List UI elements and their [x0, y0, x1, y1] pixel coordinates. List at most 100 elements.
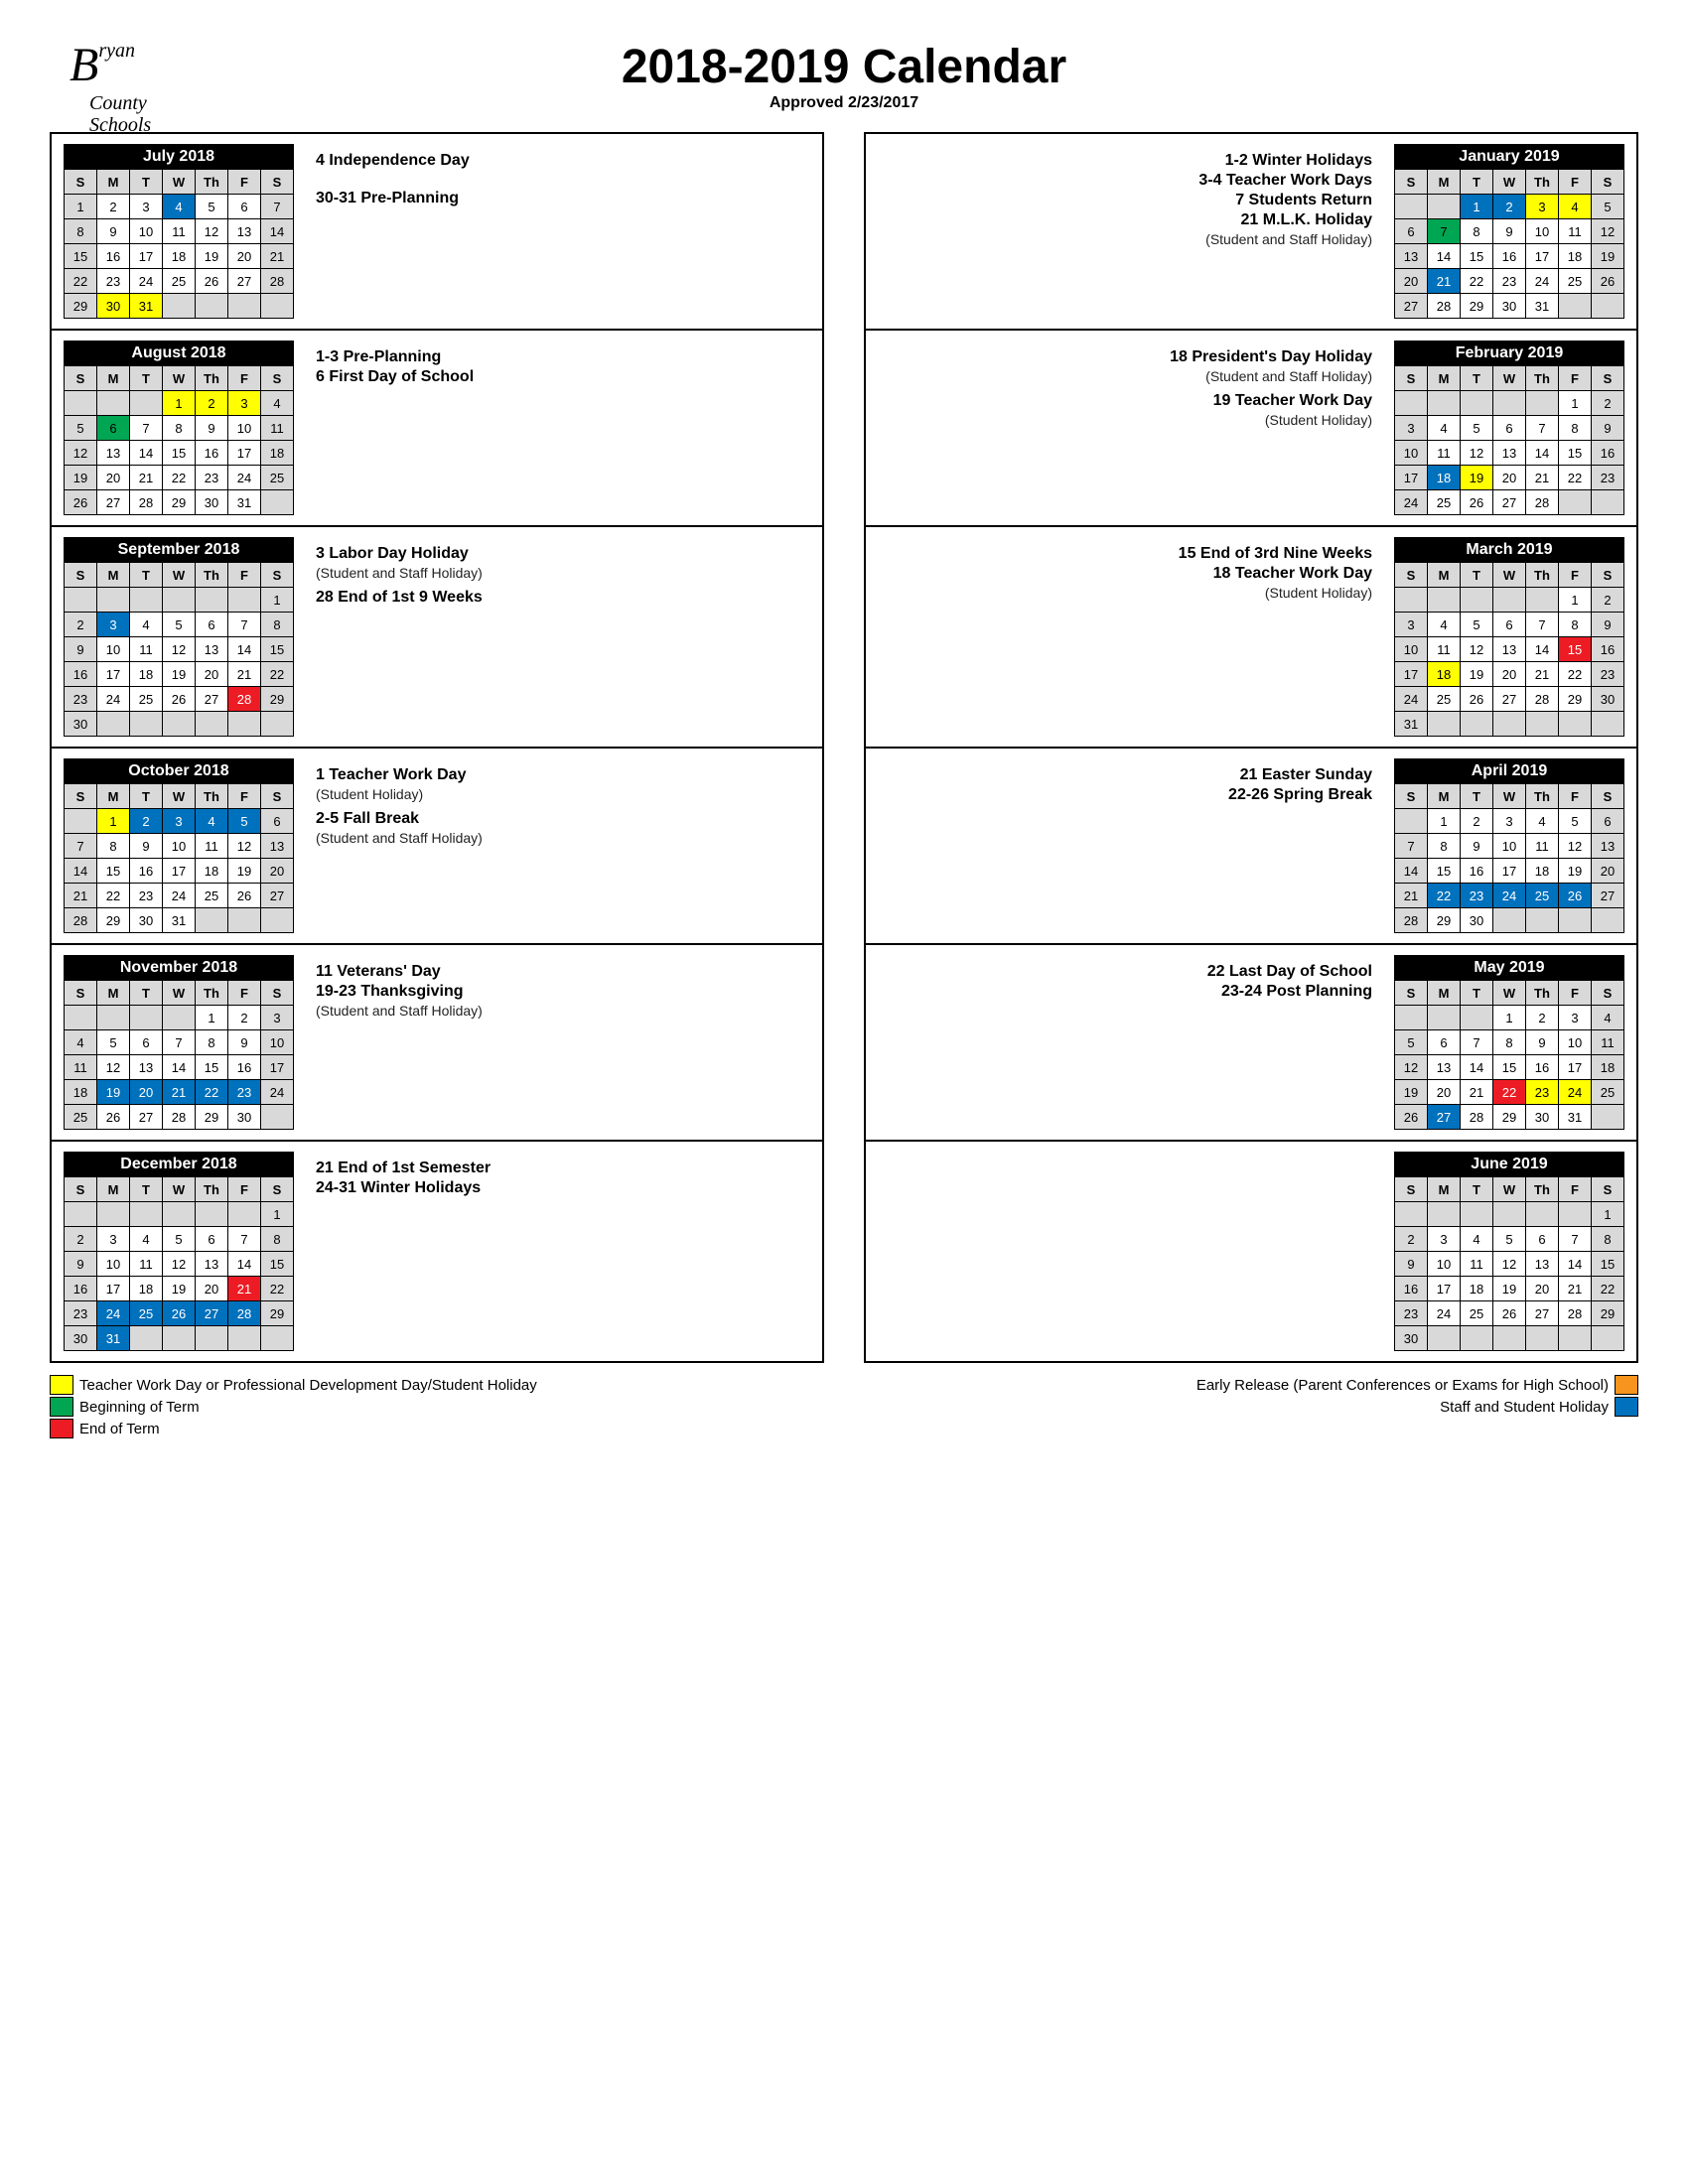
dow-header: W	[163, 563, 196, 588]
events-list: 15 End of 3rd Nine Weeks18 Teacher Work …	[866, 527, 1382, 747]
dow-header: F	[228, 1177, 261, 1202]
day-cell: 23	[1526, 1080, 1559, 1105]
day-cell: 8	[1428, 834, 1461, 859]
day-cell: 10	[97, 637, 130, 662]
day-cell: 24	[1559, 1080, 1592, 1105]
dow-header: W	[1493, 366, 1526, 391]
dow-header: W	[1493, 981, 1526, 1006]
dow-header: M	[97, 563, 130, 588]
event-main: 28 End of 1st 9 Weeks	[316, 589, 812, 607]
day-cell: 1	[163, 391, 196, 416]
day-cell: 16	[1461, 859, 1493, 884]
dow-header: S	[261, 563, 294, 588]
dow-header: S	[1592, 981, 1624, 1006]
day-cell: 29	[1493, 1105, 1526, 1130]
event-main: 3-4 Teacher Work Days	[876, 172, 1372, 190]
day-cell: 11	[196, 834, 228, 859]
day-cell: 24	[97, 1301, 130, 1326]
day-cell: 16	[228, 1055, 261, 1080]
day-cell: 24	[1526, 269, 1559, 294]
day-cell: 13	[228, 219, 261, 244]
dow-header: T	[130, 981, 163, 1006]
day-cell: 9	[1592, 416, 1624, 441]
day-cell: 22	[1428, 884, 1461, 908]
dow-header: S	[261, 170, 294, 195]
month-title: April 2019	[1395, 759, 1624, 784]
day-cell: 29	[1592, 1301, 1624, 1326]
month-row: July 2018SMTWThFS12345678910111213141516…	[52, 134, 822, 331]
day-cell: 17	[97, 1277, 130, 1301]
day-cell: 12	[65, 441, 97, 466]
day-cell: 20	[261, 859, 294, 884]
calendar-grid: December 2018SMTWThFS1234567891011121314…	[64, 1152, 294, 1351]
day-cell: 25	[163, 269, 196, 294]
event-main: 11 Veterans' Day	[316, 963, 812, 981]
day-cell: 12	[1592, 219, 1624, 244]
dow-header: W	[163, 784, 196, 809]
dow-header: Th	[196, 1177, 228, 1202]
day-cell: 3	[163, 809, 196, 834]
day-cell: 9	[1526, 1030, 1559, 1055]
day-cell: 9	[130, 834, 163, 859]
dow-header: S	[65, 170, 97, 195]
day-cell: 6	[1493, 416, 1526, 441]
day-cell: 22	[1559, 466, 1592, 490]
legend-swatch	[1615, 1375, 1638, 1395]
day-cell: 22	[1493, 1080, 1526, 1105]
day-cell: 18	[65, 1080, 97, 1105]
day-cell: 13	[1592, 834, 1624, 859]
calendar-grid: May 2019SMTWThFS123456789101112131415161…	[1394, 955, 1624, 1130]
day-cell: 13	[1493, 637, 1526, 662]
dow-header: T	[130, 366, 163, 391]
day-cell: 31	[130, 294, 163, 319]
dow-header: F	[228, 784, 261, 809]
day-cell: 26	[97, 1105, 130, 1130]
day-cell: 29	[1428, 908, 1461, 933]
day-cell: 6	[196, 613, 228, 637]
day-cell: 26	[1493, 1301, 1526, 1326]
events-list: 1 Teacher Work Day(Student Holiday)2-5 F…	[306, 749, 822, 943]
day-cell: 2	[1526, 1006, 1559, 1030]
day-cell: 12	[1395, 1055, 1428, 1080]
legend-row: Early Release (Parent Conferences or Exa…	[1196, 1375, 1638, 1395]
event-main: 1-2 Winter Holidays	[876, 152, 1372, 170]
day-cell: 14	[1526, 637, 1559, 662]
day-cell: 10	[261, 1030, 294, 1055]
day-cell: 23	[1592, 662, 1624, 687]
dow-header: S	[65, 784, 97, 809]
events-list	[866, 1142, 1382, 1361]
day-cell: 1	[196, 1006, 228, 1030]
day-cell: 5	[1395, 1030, 1428, 1055]
dow-header: T	[1461, 1177, 1493, 1202]
day-cell: 18	[163, 244, 196, 269]
day-cell: 24	[1395, 490, 1428, 515]
day-cell: 19	[196, 244, 228, 269]
dow-header: T	[1461, 784, 1493, 809]
day-cell: 28	[1559, 1301, 1592, 1326]
day-cell: 3	[1493, 809, 1526, 834]
day-cell: 11	[1428, 441, 1461, 466]
day-cell: 30	[1526, 1105, 1559, 1130]
event-main: 21 Easter Sunday	[876, 766, 1372, 784]
day-cell: 30	[1461, 908, 1493, 933]
day-cell: 9	[65, 637, 97, 662]
day-cell: 17	[163, 859, 196, 884]
day-cell: 7	[261, 195, 294, 219]
legend-swatch	[1615, 1397, 1638, 1417]
day-cell: 1	[1461, 195, 1493, 219]
day-cell: 2	[228, 1006, 261, 1030]
day-cell: 26	[1395, 1105, 1428, 1130]
day-cell: 22	[65, 269, 97, 294]
day-cell: 8	[97, 834, 130, 859]
day-cell: 1	[1493, 1006, 1526, 1030]
month-title: July 2018	[65, 145, 294, 170]
month-row: March 2019SMTWThFS1234567891011121314151…	[866, 527, 1636, 749]
event-main: 22-26 Spring Break	[876, 786, 1372, 804]
event-sub: (Student and Staff Holiday)	[316, 565, 812, 581]
day-cell: 16	[1592, 441, 1624, 466]
calendar-grid: April 2019SMTWThFS1234567891011121314151…	[1394, 758, 1624, 933]
day-cell: 17	[1493, 859, 1526, 884]
day-cell: 11	[1526, 834, 1559, 859]
day-cell: 8	[196, 1030, 228, 1055]
day-cell: 10	[228, 416, 261, 441]
